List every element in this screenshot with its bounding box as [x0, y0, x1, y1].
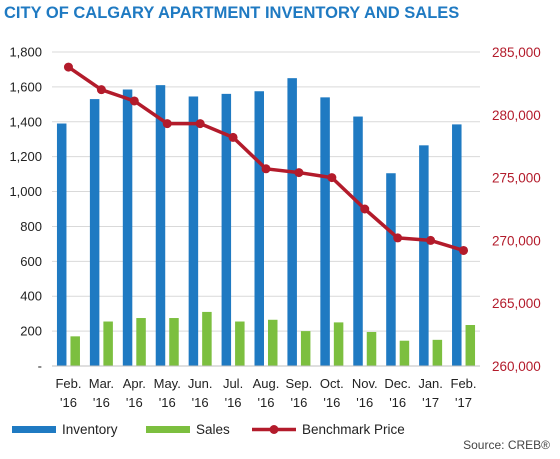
x-tick-year: '16 — [258, 395, 275, 410]
inventory-bar — [419, 145, 429, 366]
benchmark-price-point — [327, 173, 337, 183]
legend-sales-label: Sales — [196, 422, 230, 437]
inventory-bar — [221, 93, 232, 366]
inventory-bar — [353, 116, 363, 367]
x-tick-month: Mar. — [89, 376, 114, 391]
legend: Inventory Sales Benchmark Price — [12, 422, 405, 437]
x-tick-year: '16 — [93, 395, 110, 410]
chart-title: CITY OF CALGARY APARTMENT INVENTORY AND … — [4, 4, 460, 22]
x-tick-month: Dec. — [384, 376, 411, 391]
sales-bar — [399, 340, 410, 366]
benchmark-price-point — [393, 233, 403, 243]
x-tick-month: Sep. — [286, 376, 313, 391]
x-tick-year: '16 — [126, 395, 143, 410]
left-tick-label: 800 — [20, 219, 42, 234]
benchmark-price-point — [129, 96, 139, 106]
x-tick-year: '16 — [356, 395, 373, 410]
sales-bar — [103, 321, 113, 366]
benchmark-price-point — [195, 119, 205, 129]
left-tick-label: 1,200 — [9, 149, 42, 164]
x-tick-year: '16 — [389, 395, 406, 410]
sales-bar — [202, 311, 212, 366]
sales-bar — [366, 331, 377, 366]
legend-benchmark-label: Benchmark Price — [302, 422, 405, 437]
inventory-bar — [452, 124, 462, 367]
benchmark-price-point — [261, 164, 271, 174]
sales-bar — [268, 319, 278, 366]
benchmark-price-point — [294, 168, 304, 178]
x-tick-month: Aug. — [253, 376, 280, 391]
x-tick-year: '16 — [159, 395, 176, 410]
inventory-bar — [89, 99, 100, 366]
inventory-bar — [254, 91, 264, 366]
inventory-bar — [320, 97, 330, 366]
left-tick-label: 600 — [20, 254, 42, 269]
benchmark-price-point — [63, 62, 73, 72]
x-tick-month: Jun. — [188, 376, 213, 391]
x-tick-year: '16 — [60, 395, 77, 410]
sales-bar — [465, 325, 476, 366]
legend-benchmark-marker — [269, 425, 279, 434]
x-tick-month: Jan. — [418, 376, 443, 391]
left-tick-label: 400 — [20, 289, 42, 304]
x-tick-year: '17 — [455, 395, 472, 410]
x-tick-year: '16 — [323, 395, 340, 410]
x-tick-month: May. — [154, 376, 181, 391]
x-tick-year: '17 — [422, 395, 439, 410]
x-tick-month: Jul. — [223, 376, 243, 391]
left-tick-label: 1,400 — [9, 114, 42, 129]
x-tick-month: Nov. — [352, 376, 378, 391]
gridlines — [52, 51, 480, 367]
benchmark-price-point — [360, 204, 370, 214]
x-tick-month: Feb. — [55, 376, 81, 391]
sales-bar — [432, 339, 443, 366]
legend-inventory-label: Inventory — [62, 422, 118, 437]
x-tick-year: '16 — [290, 395, 307, 410]
inventory-bar — [56, 123, 67, 367]
x-tick-month: Oct. — [320, 376, 344, 391]
left-tick-label: 1,600 — [9, 79, 42, 94]
inventory-bar — [386, 173, 396, 366]
inventory-bar — [155, 85, 166, 367]
benchmark-price-point — [162, 119, 172, 129]
right-tick-label: 285,000 — [492, 45, 541, 60]
benchmark-price-point — [459, 245, 469, 255]
left-axis: - 200 400 600 800 1,000 1,200 1,400 1,600 1,800 — [9, 45, 42, 374]
sales-bar — [70, 336, 80, 366]
sales-bar — [333, 322, 344, 366]
x-tick-month: Feb. — [451, 376, 477, 391]
benchmark-price-point — [228, 132, 238, 142]
x-tick-month: Apr. — [123, 376, 146, 391]
x-axis: Feb. '16 Mar. '16 Apr. '16 May. '16 Jun. '16 Jul. '… — [52, 365, 480, 410]
left-tick-label: 1,800 — [9, 45, 42, 60]
left-tick-label: - — [38, 359, 42, 374]
sales-bar — [300, 331, 311, 366]
legend-inventory-swatch — [12, 426, 56, 433]
inventory-bar — [188, 96, 199, 366]
legend-sales-swatch — [146, 426, 190, 433]
sales-bar — [169, 318, 179, 366]
source-note: Source: CREB® — [463, 438, 550, 452]
inventory-bar — [122, 89, 133, 366]
benchmark-line — [63, 62, 469, 255]
right-tick-label: 260,000 — [492, 359, 541, 374]
right-tick-label: 265,000 — [492, 296, 541, 311]
left-tick-label: 1,000 — [9, 184, 42, 199]
right-tick-label: 270,000 — [492, 233, 541, 248]
benchmark-price-point — [96, 85, 106, 95]
right-tick-label: 275,000 — [492, 171, 541, 186]
sales-bar — [136, 318, 146, 366]
x-tick-year: '16 — [192, 395, 209, 410]
right-axis: 260,000 265,000 270,000 275,000 280,000 285,0… — [492, 45, 541, 374]
benchmark-price-point — [426, 235, 436, 245]
left-tick-label: 200 — [20, 324, 42, 339]
inventory-bar — [287, 78, 297, 367]
right-tick-label: 280,000 — [492, 108, 541, 123]
x-tick-year: '16 — [225, 395, 242, 410]
bars — [56, 78, 476, 367]
sales-bar — [235, 321, 245, 366]
